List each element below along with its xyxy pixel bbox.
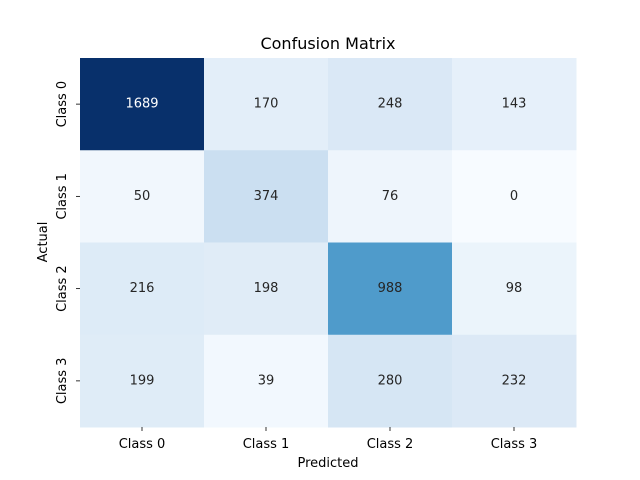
heatmap-cell-r3-c3 [452, 334, 577, 428]
cell-value-label-r1-c1: 374 [254, 189, 279, 204]
x-tick-label-1: Class 1 [243, 437, 290, 452]
cell-value-label-r1-c2: 76 [382, 189, 399, 204]
y-axis-ticks: Class 0 Class 1 Class 2 Class 3 [55, 81, 80, 404]
cell-value-label-r2-c3: 98 [506, 281, 523, 296]
heatmap-cell-r1-c2 [328, 150, 453, 243]
cell-value-label-r1-c3: 0 [510, 189, 518, 204]
cell-value-label-r0-c1: 170 [254, 97, 279, 112]
cell-value-label-r2-c1: 198 [254, 281, 279, 296]
cell-value-label-r3-c3: 232 [502, 373, 527, 388]
heatmap-cell-r2-c0 [80, 242, 205, 336]
cell-value-label-r0-c3: 143 [502, 97, 527, 112]
cell-value-label-r2-c0: 216 [130, 281, 155, 296]
heatmap-cell-r1-c0 [80, 150, 205, 243]
x-tick-label-0: Class 0 [119, 437, 166, 452]
heatmap-cell-r3-c1 [204, 334, 329, 428]
heatmap-cell-r3-c0 [80, 334, 205, 428]
heatmap-cell-r1-c1 [204, 150, 329, 243]
cell-value-label-r0-c0: 1689 [125, 97, 158, 112]
y-tick-label-1: Class 1 [55, 173, 70, 220]
y-tick-label-2: Class 2 [55, 265, 70, 312]
chart-title: Confusion Matrix [260, 34, 395, 53]
cell-value-label-r3-c1: 39 [258, 373, 275, 388]
y-axis-label: Actual [36, 222, 51, 263]
heatmap-cell-r1-c3 [452, 150, 577, 243]
heatmap-cell-r0-c2 [328, 58, 453, 151]
heatmap-cell-r0-c3 [452, 58, 577, 151]
heatmap-cell-r2-c3 [452, 242, 577, 336]
x-tick-label-3: Class 3 [491, 437, 538, 452]
cell-value-label-r3-c0: 199 [130, 373, 155, 388]
heatmap-cell-r2-c1 [204, 242, 329, 336]
cell-value-label-r2-c2: 988 [378, 281, 403, 296]
heatmap-cells: 1689 170 248 143 50 374 76 0 216 198 988 98 199 39 280… [80, 58, 577, 428]
cell-value-label-r3-c2: 280 [378, 373, 403, 388]
y-tick-label-0: Class 0 [55, 81, 70, 128]
x-axis-ticks: Class 0 Class 1 Class 2 Class 3 [119, 427, 538, 452]
heatmap-cell-r0-c0 [80, 58, 205, 151]
x-tick-label-2: Class 2 [367, 437, 414, 452]
y-tick-label-3: Class 3 [55, 358, 70, 405]
cell-value-label-r0-c2: 248 [378, 97, 403, 112]
heatmap-cell-r3-c2 [328, 334, 453, 428]
x-axis-label: Predicted [297, 456, 358, 471]
cell-value-label-r1-c0: 50 [134, 189, 151, 204]
heatmap-cell-r0-c1 [204, 58, 329, 151]
heatmap-cell-r2-c2 [328, 242, 453, 336]
